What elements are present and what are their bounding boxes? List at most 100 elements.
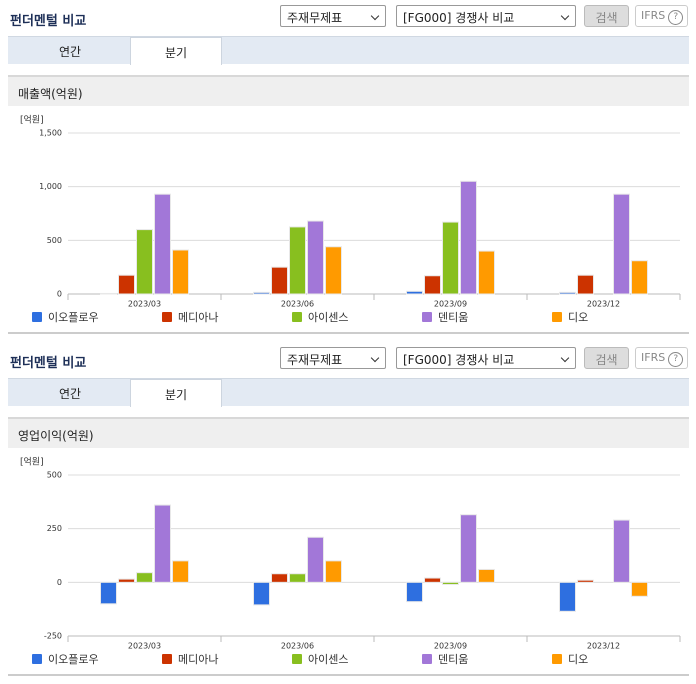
tab-bar bbox=[8, 36, 689, 64]
bar bbox=[424, 577, 441, 583]
help-icon: ? bbox=[668, 352, 684, 367]
compare-select[interactable]: [FG000] 경쟁사 비교 bbox=[396, 5, 576, 27]
tab[interactable]: 분기 bbox=[130, 379, 222, 407]
bar bbox=[631, 581, 648, 597]
panel-title: 펀더멘털 비교 bbox=[10, 356, 87, 371]
x-tick-label: 2023/06 bbox=[281, 642, 314, 651]
statement-select[interactable]: 주재무제표 bbox=[280, 347, 386, 369]
bar bbox=[325, 246, 342, 295]
chart: [억원] -250 0 250 500 2023/03 2023/06 2023/09 2023… bbox=[8, 456, 689, 676]
bar bbox=[253, 291, 270, 295]
legend-swatch bbox=[292, 654, 302, 664]
y-tick-label: 0 bbox=[57, 578, 62, 587]
bar bbox=[460, 180, 477, 295]
x-tick-label: 2023/12 bbox=[587, 300, 620, 309]
legend-swatch bbox=[32, 654, 42, 664]
y-tick-label: 250 bbox=[47, 524, 62, 533]
bar bbox=[577, 274, 594, 295]
legend-swatch bbox=[32, 312, 42, 322]
x-tick-label: 2023/12 bbox=[587, 642, 620, 651]
tab[interactable]: 연간 bbox=[58, 387, 82, 401]
bar bbox=[559, 581, 576, 612]
y-tick-label: 500 bbox=[47, 471, 62, 480]
bar bbox=[424, 275, 441, 295]
tab-bar bbox=[8, 378, 689, 406]
x-tick-label: 2023/09 bbox=[434, 300, 467, 309]
x-tick-label: 2023/03 bbox=[128, 642, 161, 651]
bar bbox=[577, 579, 594, 583]
legend-label: 메디아나 bbox=[178, 653, 218, 666]
ifrs-button[interactable]: IFRS? bbox=[635, 347, 688, 369]
x-tick-label: 2023/09 bbox=[434, 642, 467, 651]
bar bbox=[271, 573, 288, 583]
bar bbox=[136, 229, 153, 295]
legend-label: 덴티움 bbox=[438, 311, 468, 324]
bar bbox=[406, 581, 423, 603]
bar bbox=[307, 536, 324, 583]
ifrs-label: IFRS bbox=[641, 351, 666, 364]
legend-label: 덴티움 bbox=[438, 653, 468, 666]
bar bbox=[100, 581, 117, 605]
legend-label: 디오 bbox=[568, 653, 588, 666]
bar bbox=[172, 560, 189, 583]
bar bbox=[100, 292, 117, 295]
help-icon: ? bbox=[668, 10, 684, 25]
bar bbox=[307, 220, 324, 295]
legend-swatch bbox=[422, 312, 432, 322]
legend-label: 메디아나 bbox=[178, 311, 218, 324]
x-tick-label: 2023/06 bbox=[281, 300, 314, 309]
bar bbox=[172, 249, 189, 295]
bar bbox=[406, 290, 423, 295]
legend-swatch bbox=[552, 312, 562, 322]
search-button[interactable]: 검색 bbox=[584, 5, 629, 27]
x-tick-label: 2023/03 bbox=[128, 300, 161, 309]
legend-swatch bbox=[292, 312, 302, 322]
chart: [억원] 0 500 1,000 1,500 2023/03 2023/06 2023/09 2… bbox=[8, 114, 689, 334]
bar bbox=[253, 581, 270, 606]
bar bbox=[613, 519, 630, 583]
tab[interactable]: 연간 bbox=[58, 45, 82, 59]
y-tick-label: 1,000 bbox=[39, 182, 62, 191]
bar bbox=[442, 581, 459, 585]
bar bbox=[118, 274, 135, 295]
search-button[interactable]: 검색 bbox=[584, 347, 629, 369]
legend-label: 디오 bbox=[568, 311, 588, 324]
y-tick-label: -250 bbox=[44, 632, 62, 641]
bar bbox=[442, 221, 459, 295]
bar bbox=[478, 568, 495, 583]
bar bbox=[289, 573, 306, 583]
bar bbox=[154, 504, 171, 583]
bar bbox=[559, 291, 576, 295]
panel: 펀더멘털 비교 주재무제표 [FG000] 경쟁사 비교 검색 IFRS? 연간 분기 매출액… bbox=[0, 0, 696, 336]
bar bbox=[460, 514, 477, 583]
compare-select[interactable]: [FG000] 경쟁사 비교 bbox=[396, 347, 576, 369]
ifrs-button[interactable]: IFRS? bbox=[635, 5, 688, 27]
y-tick-label: 500 bbox=[47, 236, 62, 245]
legend-label: 아이센스 bbox=[308, 311, 348, 324]
bar bbox=[289, 226, 306, 295]
legend-label: 이오플로우 bbox=[48, 653, 99, 666]
y-axis-unit: [억원] bbox=[20, 456, 44, 468]
bar bbox=[325, 560, 342, 583]
legend-swatch bbox=[552, 654, 562, 664]
legend-swatch bbox=[162, 654, 172, 664]
y-tick-label: 1,500 bbox=[39, 129, 62, 138]
bar bbox=[118, 578, 135, 583]
section-title: 매출액(억원) bbox=[8, 75, 689, 106]
bar bbox=[154, 193, 171, 295]
y-axis-unit: [억원] bbox=[20, 114, 44, 126]
statement-select[interactable]: 주재무제표 bbox=[280, 5, 386, 27]
legend-label: 이오플로우 bbox=[48, 311, 99, 324]
tab[interactable]: 분기 bbox=[130, 37, 222, 65]
bar bbox=[613, 193, 630, 295]
ifrs-label: IFRS bbox=[641, 9, 666, 22]
y-tick-label: 0 bbox=[57, 290, 62, 299]
bar bbox=[478, 250, 495, 295]
legend-swatch bbox=[162, 312, 172, 322]
bar bbox=[271, 266, 288, 295]
legend-swatch bbox=[422, 654, 432, 664]
bar bbox=[631, 260, 648, 295]
section-title: 영업이익(억원) bbox=[8, 417, 689, 448]
